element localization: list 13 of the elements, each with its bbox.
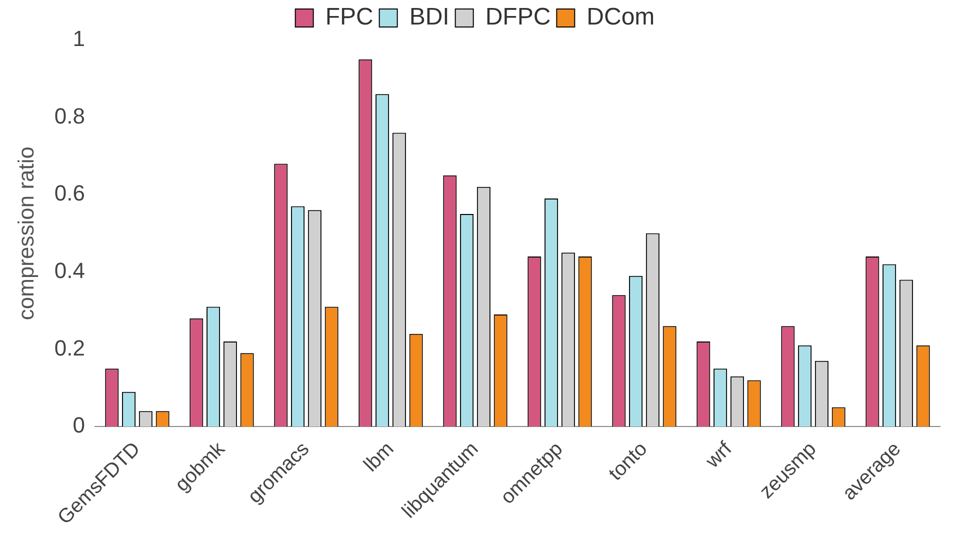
y-tick-label: 0.8 — [54, 103, 85, 128]
y-tick-label: 0 — [72, 412, 85, 438]
y-tick-label: 0.4 — [54, 258, 85, 284]
x-tick-label: lbm — [360, 438, 398, 476]
legend-label: FPC — [325, 4, 374, 31]
y-tick-label: 0.2 — [54, 335, 85, 360]
legend-label: BDI — [409, 4, 450, 31]
y-tick-label: 1 — [72, 26, 85, 52]
legend-label: DFPC — [485, 4, 551, 31]
x-tick-label: wrf — [701, 438, 736, 474]
y-axis-title: compression ratio — [13, 146, 38, 320]
legend-label: DCom — [586, 4, 655, 31]
y-tick-label: 0.6 — [54, 180, 85, 206]
